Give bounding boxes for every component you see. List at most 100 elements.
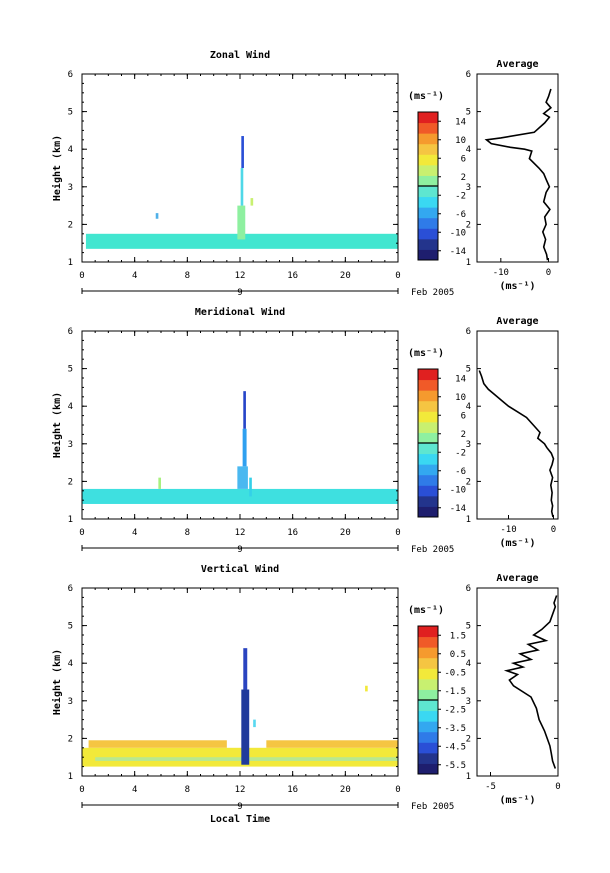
- y-tick-label: 1: [68, 515, 73, 525]
- heatmap-cell: [365, 685, 368, 692]
- x-tick-label: 0: [395, 785, 400, 795]
- heatmap-cell: [82, 488, 398, 504]
- y-axis-label: Height (km): [51, 649, 63, 715]
- profile-y-tick-label: 5: [466, 108, 471, 118]
- y-tick-label: 4: [68, 659, 73, 669]
- colorbar-tick-label: 0.5: [450, 650, 466, 660]
- x-tick-label: 0: [395, 528, 400, 538]
- heatmap-cell: [155, 213, 159, 219]
- panel-title: Meridional Wind: [195, 306, 285, 318]
- colorbar-swatch: [418, 122, 438, 134]
- colorbar-swatch: [418, 700, 438, 712]
- profile-x-tick-label: -10: [500, 525, 516, 535]
- colorbar-tick-label: -14: [450, 504, 466, 514]
- profile-title: Average: [496, 573, 538, 584]
- colorbar-tick-label: -10: [450, 228, 466, 238]
- y-tick-label: 4: [68, 145, 73, 155]
- colorbar-swatch: [418, 421, 438, 433]
- x-tick-label: 4: [132, 785, 137, 795]
- colorbar-swatch: [418, 390, 438, 402]
- month-label: Feb 2005: [411, 545, 454, 555]
- heatmap-cell: [82, 747, 398, 767]
- x-tick-label: 20: [340, 785, 351, 795]
- colorbar-swatch: [418, 112, 438, 124]
- y-tick-label: 1: [68, 772, 73, 782]
- colorbar-tick-label: -6: [455, 210, 466, 220]
- heatmap-cell: [88, 740, 227, 748]
- profile-y-tick-label: 3: [466, 183, 471, 193]
- heatmap-cell: [249, 477, 252, 497]
- x-tick-label: 12: [235, 528, 246, 538]
- colorbar-tick-label: 6: [461, 154, 466, 164]
- colorbar-swatch: [418, 443, 438, 455]
- colorbar-swatch: [418, 742, 438, 754]
- colorbar-swatch: [418, 432, 438, 444]
- profile-line: [478, 370, 555, 518]
- profile-title: Average: [496, 316, 538, 327]
- colorbar-swatch: [418, 657, 438, 669]
- y-tick-label: 2: [68, 220, 73, 230]
- y-axis-label: Height (km): [51, 135, 63, 201]
- x-tick-label: 0: [79, 528, 84, 538]
- date-label: 9: [237, 802, 242, 812]
- colorbar-swatch: [418, 626, 438, 638]
- colorbar-swatch: [418, 636, 438, 648]
- x-tick-label: 8: [185, 271, 190, 281]
- colorbar-swatch: [418, 453, 438, 465]
- heatmap-cell: [243, 648, 248, 690]
- colorbar-swatch: [418, 143, 438, 155]
- profile-y-tick-label: 1: [466, 772, 471, 782]
- profile-y-tick-label: 1: [466, 515, 471, 525]
- colorbar-swatch: [418, 196, 438, 208]
- colorbar-swatch: [418, 731, 438, 743]
- y-tick-label: 6: [68, 584, 73, 594]
- date-label: 9: [237, 288, 242, 298]
- heatmap-cell: [85, 233, 398, 249]
- colorbar-swatch: [418, 154, 438, 166]
- colorbar-swatch: [418, 133, 438, 145]
- colorbar-tick-label: -5.5: [444, 761, 466, 771]
- profile-x-tick-label: 0: [546, 268, 551, 278]
- colorbar-tick-label: -10: [450, 485, 466, 495]
- profile-x-label: (ms⁻¹): [499, 538, 535, 549]
- colorbar-tick-label: 14: [455, 117, 466, 127]
- heatmap-cell: [241, 136, 244, 168]
- colorbar-tick-label: 10: [455, 393, 466, 403]
- colorbar-swatch: [418, 238, 438, 250]
- colorbar-unit: (ms⁻¹): [408, 605, 444, 616]
- profile-y-tick-label: 3: [466, 440, 471, 450]
- colorbar-swatch: [418, 721, 438, 733]
- heatmap-cell: [243, 391, 246, 429]
- x-tick-label: 12: [235, 271, 246, 281]
- profile-frame: [476, 330, 559, 520]
- profile-x-tick-label: -5: [485, 782, 496, 792]
- panel-title: Zonal Wind: [210, 49, 270, 61]
- colorbar-unit: (ms⁻¹): [408, 348, 444, 359]
- x-tick-label: 16: [287, 785, 298, 795]
- y-tick-label: 3: [68, 697, 73, 707]
- colorbar-swatch: [418, 474, 438, 486]
- y-tick-label: 6: [68, 327, 73, 337]
- colorbar-unit: (ms⁻¹): [408, 91, 444, 102]
- colorbar-tick-label: 6: [461, 411, 466, 421]
- profile-x-label: (ms⁻¹): [499, 281, 535, 292]
- y-tick-label: 5: [68, 365, 73, 375]
- colorbar-swatch: [418, 249, 438, 261]
- colorbar-swatch: [418, 506, 438, 518]
- colorbar-tick-label: 10: [455, 136, 466, 146]
- month-label: Feb 2005: [411, 288, 454, 298]
- colorbar-swatch: [418, 668, 438, 680]
- x-tick-label: 0: [79, 785, 84, 795]
- colorbar-swatch: [418, 689, 438, 701]
- colorbar-swatch: [418, 485, 438, 497]
- y-tick-label: 6: [68, 70, 73, 80]
- x-tick-label: 12: [235, 785, 246, 795]
- x-tick-label: 20: [340, 271, 351, 281]
- profile-frame: [476, 73, 559, 263]
- y-tick-label: 5: [68, 108, 73, 118]
- panel-title: Vertical Wind: [201, 563, 279, 575]
- y-tick-label: 2: [68, 734, 73, 744]
- colorbar-swatch: [418, 411, 438, 423]
